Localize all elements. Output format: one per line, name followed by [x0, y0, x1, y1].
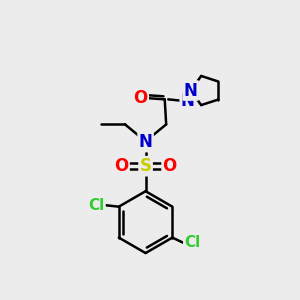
Text: O: O	[114, 157, 129, 175]
Text: Cl: Cl	[88, 198, 105, 213]
Text: N: N	[139, 133, 152, 151]
Text: N: N	[184, 82, 198, 100]
Text: Cl: Cl	[184, 236, 200, 250]
Text: N: N	[181, 92, 195, 110]
Text: O: O	[134, 89, 148, 107]
Text: S: S	[140, 157, 152, 175]
Text: O: O	[163, 157, 177, 175]
